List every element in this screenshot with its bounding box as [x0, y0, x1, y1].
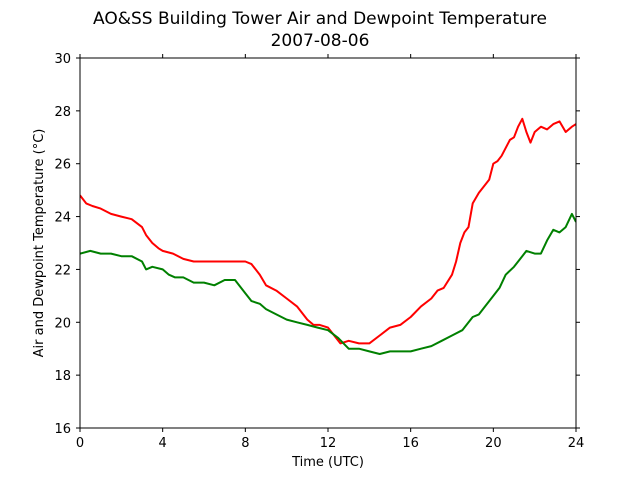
- y-tick-label: 30: [54, 52, 71, 67]
- x-tick-label: 0: [76, 436, 84, 451]
- x-tick-label: 20: [485, 436, 502, 451]
- y-axis-label: Air and Dewpoint Temperature (°C): [32, 129, 47, 358]
- y-tick-label: 22: [54, 263, 71, 278]
- y-tick-label: 24: [54, 211, 71, 226]
- x-axis-label: Time (UTC): [291, 455, 364, 470]
- plot-frame: [79, 57, 577, 429]
- y-tick-label: 18: [54, 369, 71, 384]
- x-tick-label: 4: [159, 436, 167, 451]
- ticks-layer: 0 4 8 12 16 20 24 16 18 20 22 24 26 28 30: [54, 52, 584, 451]
- chart-title: AO&SS Building Tower Air and Dewpoint Te…: [93, 9, 547, 29]
- x-tick-label: 16: [402, 436, 419, 451]
- y-tick-label: 26: [54, 158, 71, 173]
- y-tick-label: 20: [54, 316, 71, 331]
- y-tick-label: 28: [54, 105, 71, 120]
- chart-subtitle: 2007-08-06: [271, 31, 370, 51]
- x-tick-label: 24: [568, 436, 585, 451]
- x-tick-label: 12: [320, 436, 337, 451]
- y-tick-label: 16: [54, 422, 71, 437]
- series-line-1: [80, 212, 576, 355]
- series-line-0: [80, 117, 576, 345]
- series-layer: [80, 117, 576, 355]
- x-tick-label: 8: [241, 436, 249, 451]
